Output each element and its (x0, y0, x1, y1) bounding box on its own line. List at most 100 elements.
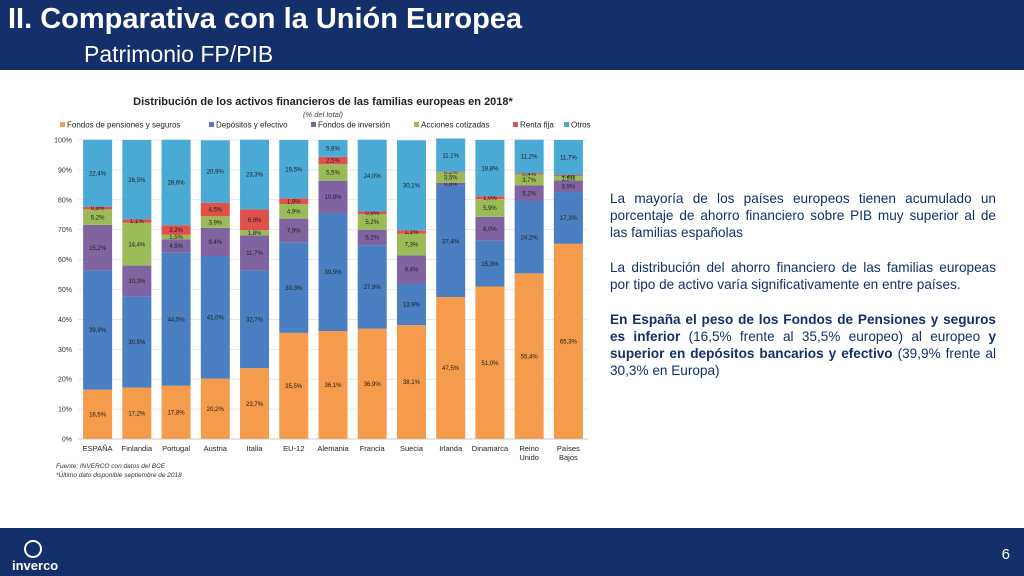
x-tick-label: Portugal (162, 444, 190, 453)
y-tick-label: 10% (58, 407, 72, 414)
x-tick-label: Francia (360, 444, 386, 453)
data-label: 20,9% (207, 170, 225, 176)
page-number: 6 (1001, 546, 1010, 563)
bar-segment (318, 156, 348, 165)
legend-swatch (60, 122, 65, 127)
bar-segment (514, 185, 544, 201)
bar-segment (122, 140, 152, 220)
paragraph-3-text-d: (39,9% frente al 30,3% en Europa) (610, 346, 996, 378)
bar-segment (279, 203, 309, 219)
bar-segment (436, 138, 466, 172)
x-tick-label: Austria (204, 444, 228, 453)
data-label: 3,9% (208, 220, 222, 226)
data-label: 15,2% (89, 246, 107, 252)
bar-segment (318, 180, 348, 213)
data-label: 3,2% (169, 228, 183, 234)
data-label: 51,0% (481, 361, 499, 367)
data-label: 1,1% (405, 230, 419, 236)
paragraph-1: La mayoría de los países europeos tienen… (610, 191, 996, 240)
bar-segment (514, 173, 544, 175)
bar-segment (436, 185, 466, 297)
bar-segment (161, 225, 191, 235)
data-label: 36,9% (364, 382, 382, 388)
bar-segment (436, 172, 466, 183)
bar-segment (83, 270, 113, 390)
data-label: 19,5% (285, 167, 303, 173)
data-label: 26,5% (128, 178, 146, 184)
bar-segment (83, 209, 113, 225)
inverco-logo-icon (24, 540, 42, 558)
bar-segment (83, 139, 113, 207)
bar-segment (436, 171, 466, 173)
bar-segment (240, 139, 270, 210)
data-label: 1,5% (562, 176, 576, 182)
data-label: 39,9% (89, 328, 107, 334)
data-label: 0,4% (522, 172, 536, 178)
bar-segment (553, 174, 583, 176)
bar-segment (161, 252, 191, 386)
data-label: 39,5% (324, 270, 342, 276)
legend-swatch (311, 122, 316, 127)
bar-segment (514, 174, 544, 186)
data-label: 9,4% (208, 240, 222, 246)
data-label: 1,0% (483, 196, 497, 202)
data-label: 4,5% (208, 208, 222, 214)
bar-segment (318, 331, 348, 439)
x-tick-label: Alemania (317, 444, 349, 453)
legend-label: Fondos de pensiones y seguros (67, 121, 180, 130)
bar-segment (279, 198, 309, 204)
bar-segment (279, 140, 309, 199)
data-label: 18,8% (481, 166, 499, 172)
data-label: 7,3% (405, 243, 419, 249)
data-label: 0,9% (365, 211, 379, 217)
bar-segment (240, 209, 270, 230)
data-label: 0,3% (562, 174, 576, 180)
x-tick-label: Suecia (400, 444, 424, 453)
bar-segment (475, 196, 505, 200)
bar-segment (475, 240, 505, 287)
bar-segment (475, 216, 505, 241)
data-label: 23,7% (246, 402, 264, 408)
legend-swatch (513, 122, 518, 127)
data-label: 35,5% (285, 384, 303, 390)
data-label: 1,5% (169, 235, 183, 241)
paragraph-3-bold-a: En España el peso de los Fondos de Pensi… (610, 312, 996, 344)
bar-segment (200, 256, 230, 379)
data-label: 30,1% (403, 183, 421, 189)
data-label: 1,9% (287, 199, 301, 205)
bar-segment (396, 255, 426, 284)
legend-label: Depósitos y efectivo (216, 121, 288, 130)
data-label: 36,1% (324, 383, 342, 389)
bar-segment (279, 242, 309, 333)
bar-segment (475, 286, 505, 439)
data-label: 17,8% (168, 411, 186, 417)
x-tick-label: Reino (519, 444, 539, 453)
paragraph-3-bold-c: y superior en depósitos bancarios y efec… (610, 329, 996, 361)
x-tick-label: Unido (519, 453, 539, 462)
data-label: 5,9% (483, 206, 497, 212)
bar-segment (161, 139, 191, 226)
data-label: 5,2% (91, 215, 105, 221)
bar-segment (200, 227, 230, 257)
paragraph-3-text-b: (16,5% frente al 35,5% europeo) al europ… (680, 329, 989, 344)
x-tick-label: Finlandia (122, 444, 153, 453)
y-tick-label: 40% (58, 317, 72, 324)
data-label: 1,1% (130, 219, 144, 225)
bar-segment (396, 233, 426, 256)
bar-segment (240, 235, 270, 271)
paragraph-3: En España el peso de los Fondos de Pensi… (610, 311, 996, 379)
data-label: 65,3% (560, 340, 578, 346)
bar-segment (514, 139, 544, 174)
y-tick-label: 70% (58, 227, 72, 234)
bar-segment (318, 164, 348, 181)
bar-segment (553, 175, 583, 181)
bar-segment (318, 212, 348, 332)
footer-bar: inverco 6 (0, 528, 1024, 576)
bar-segment (122, 219, 152, 223)
bar-segment (200, 140, 230, 203)
legend-swatch (564, 122, 569, 127)
data-label: 0,9% (91, 206, 105, 212)
legend-swatch (209, 122, 214, 127)
y-tick-label: 60% (58, 257, 72, 264)
data-label: 23,3% (246, 173, 264, 179)
